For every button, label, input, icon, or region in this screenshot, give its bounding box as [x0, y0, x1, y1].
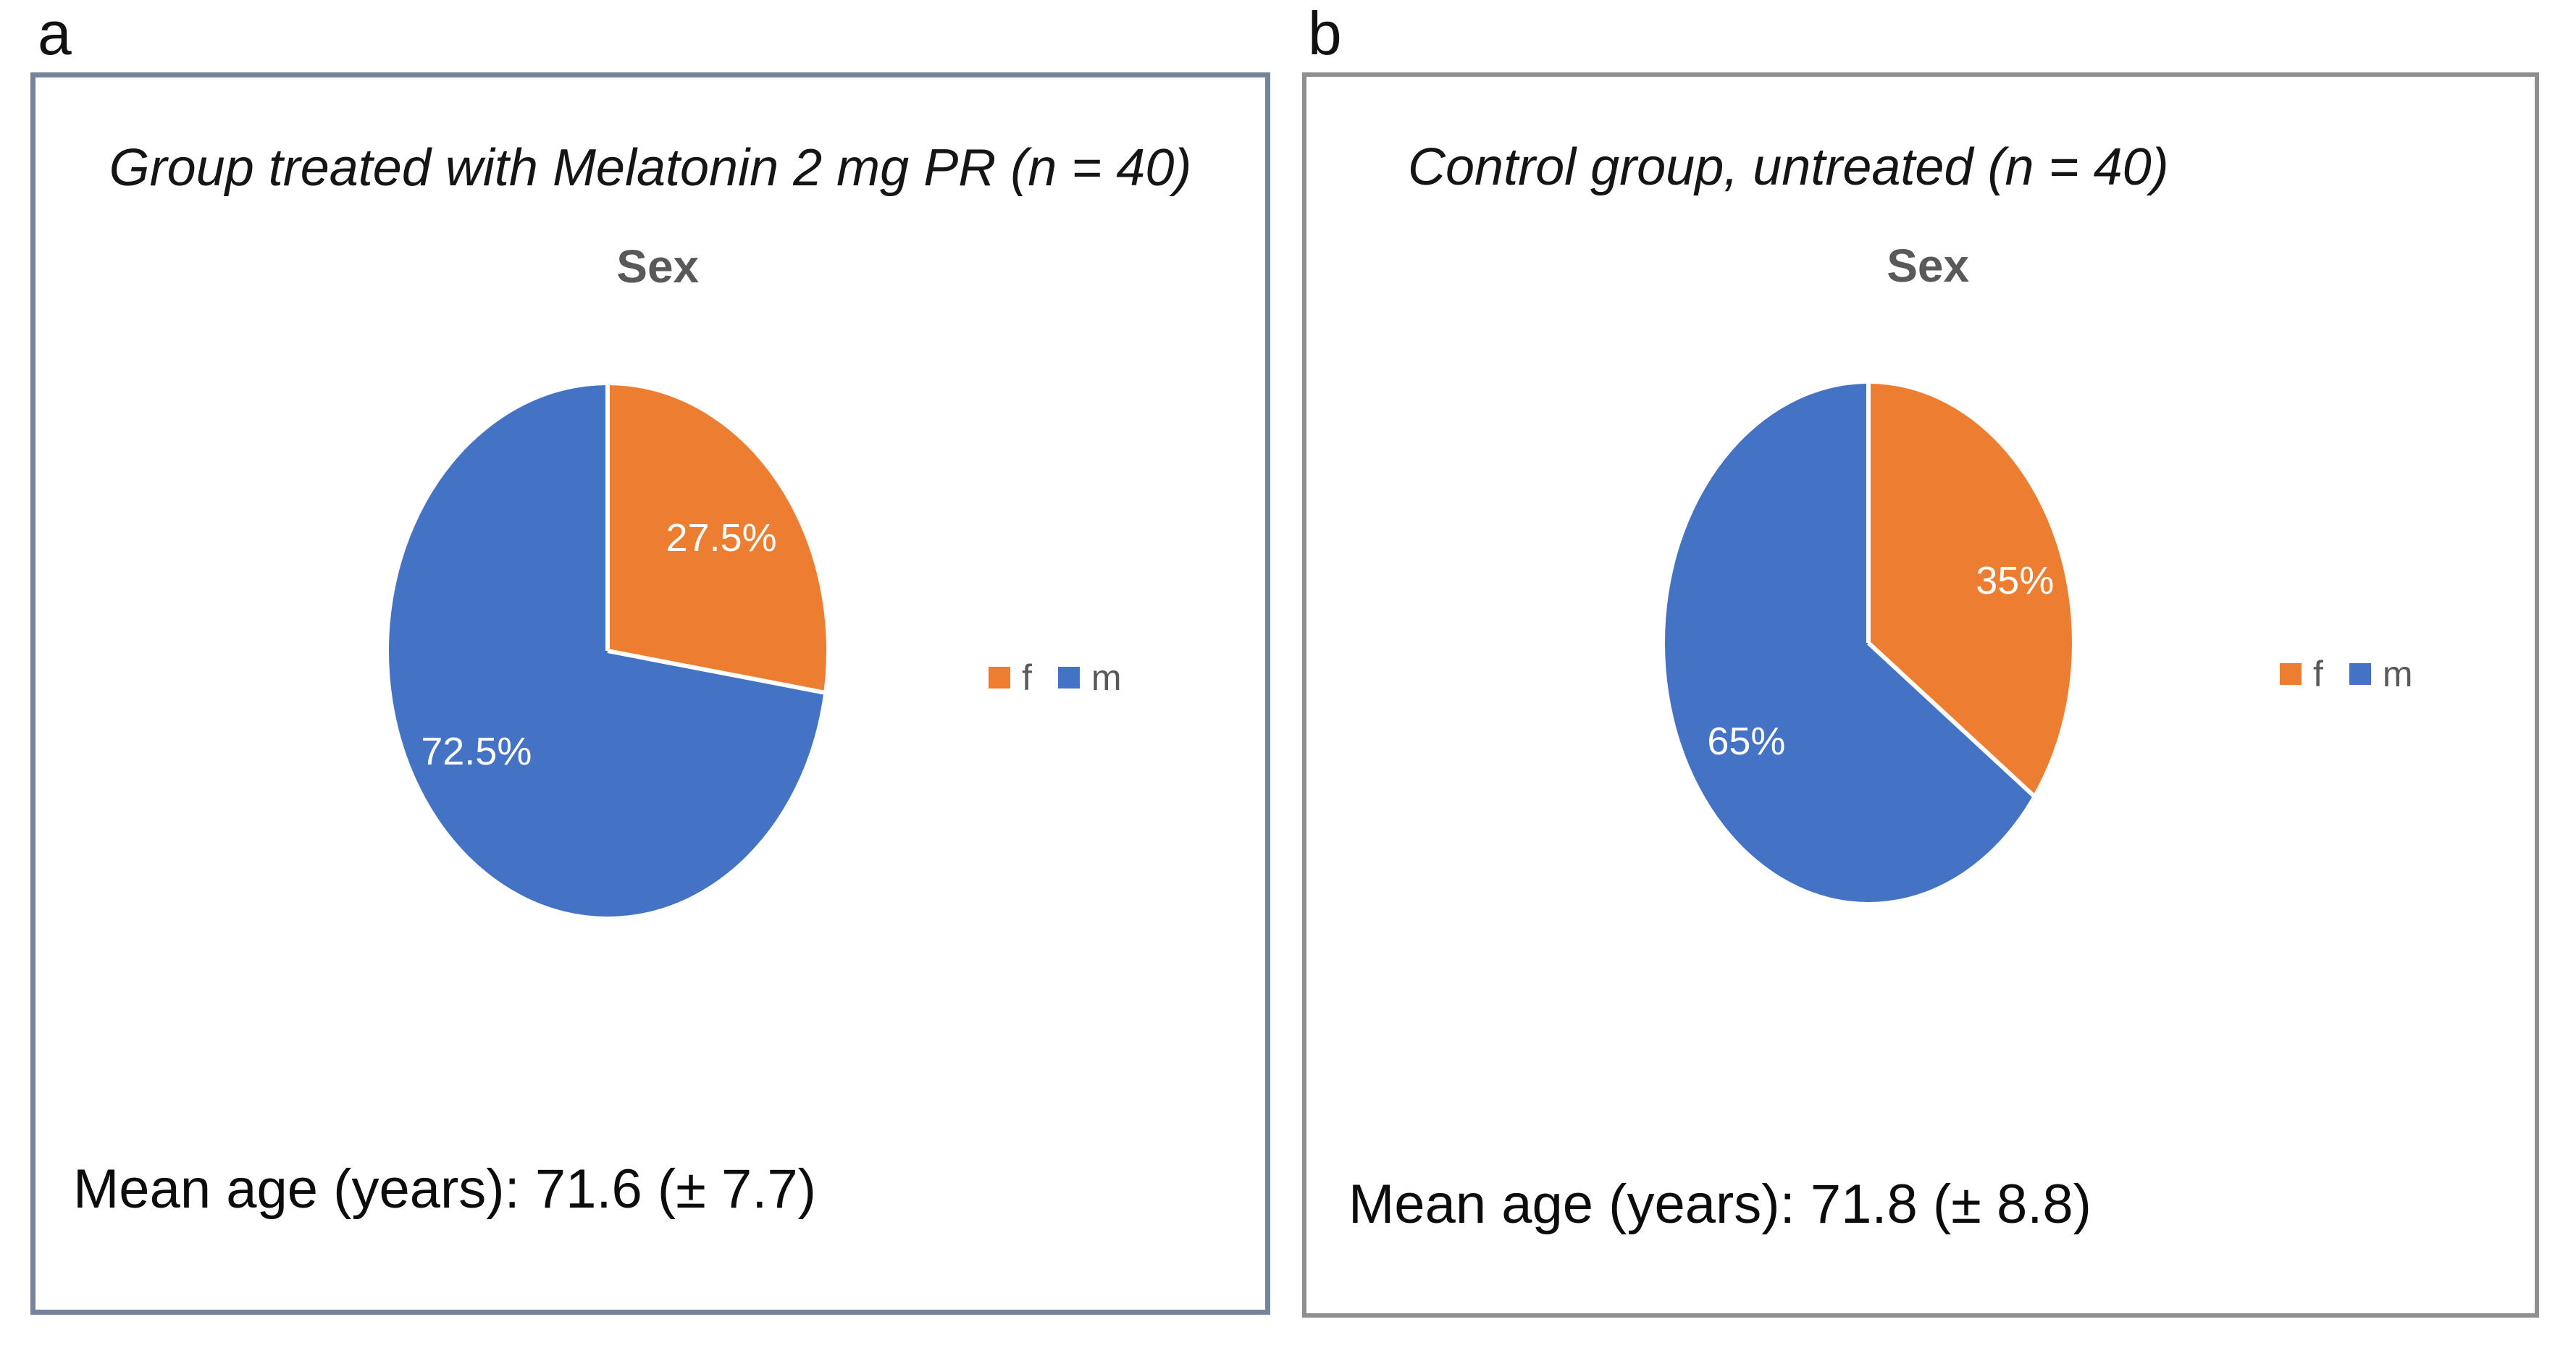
mean-age-text-a: Mean age (years): 71.6 (± 7.7) [73, 1158, 816, 1220]
mean-age-text-b: Mean age (years): 71.8 (± 8.8) [1348, 1174, 2092, 1235]
legend-swatch-f-icon [2280, 663, 2302, 685]
legend-label-f: f [1022, 657, 1032, 698]
legend-label-m: m [1091, 657, 1122, 698]
slice-label-f: 27.5% [666, 516, 777, 560]
panel-b-title: Control group, untreated (n = 40) [1408, 138, 2169, 196]
pie-chart-a: 27.5% 72.5% [389, 385, 826, 917]
legend-a: f m [989, 660, 1122, 696]
slice-label-m: 65% [1707, 720, 1786, 764]
legend-swatch-m-icon [2349, 663, 2371, 685]
legend-swatch-m-icon [1057, 667, 1080, 688]
slice-label-f: 35% [1976, 559, 2055, 603]
chart-title-sex-a: Sex [616, 240, 700, 292]
legend-label-f: f [2313, 654, 2323, 694]
panel-letter-b: b [1308, 0, 1342, 67]
panel-letter-a: a [38, 0, 72, 67]
slice-divider-boundary [1866, 641, 2072, 842]
panel-a-title: Group treated with Melatonin 2 mg PR (n … [109, 139, 1192, 197]
slice-divider-boundary [607, 649, 826, 709]
slice-divider-top [605, 385, 610, 651]
legend-b: f m [2280, 656, 2413, 692]
chart-title-sex-b: Sex [1887, 240, 1970, 292]
legend-swatch-f-icon [989, 667, 1010, 688]
slice-divider-top [1866, 384, 1871, 643]
slice-label-m: 72.5% [421, 730, 532, 774]
pie-chart-b: 35% 65% [1665, 384, 2072, 902]
panel-a: Group treated with Melatonin 2 mg PR (n … [30, 72, 1270, 1315]
panel-b: Control group, untreated (n = 40) Sex 35… [1302, 72, 2539, 1318]
legend-label-m: m [2382, 654, 2413, 694]
